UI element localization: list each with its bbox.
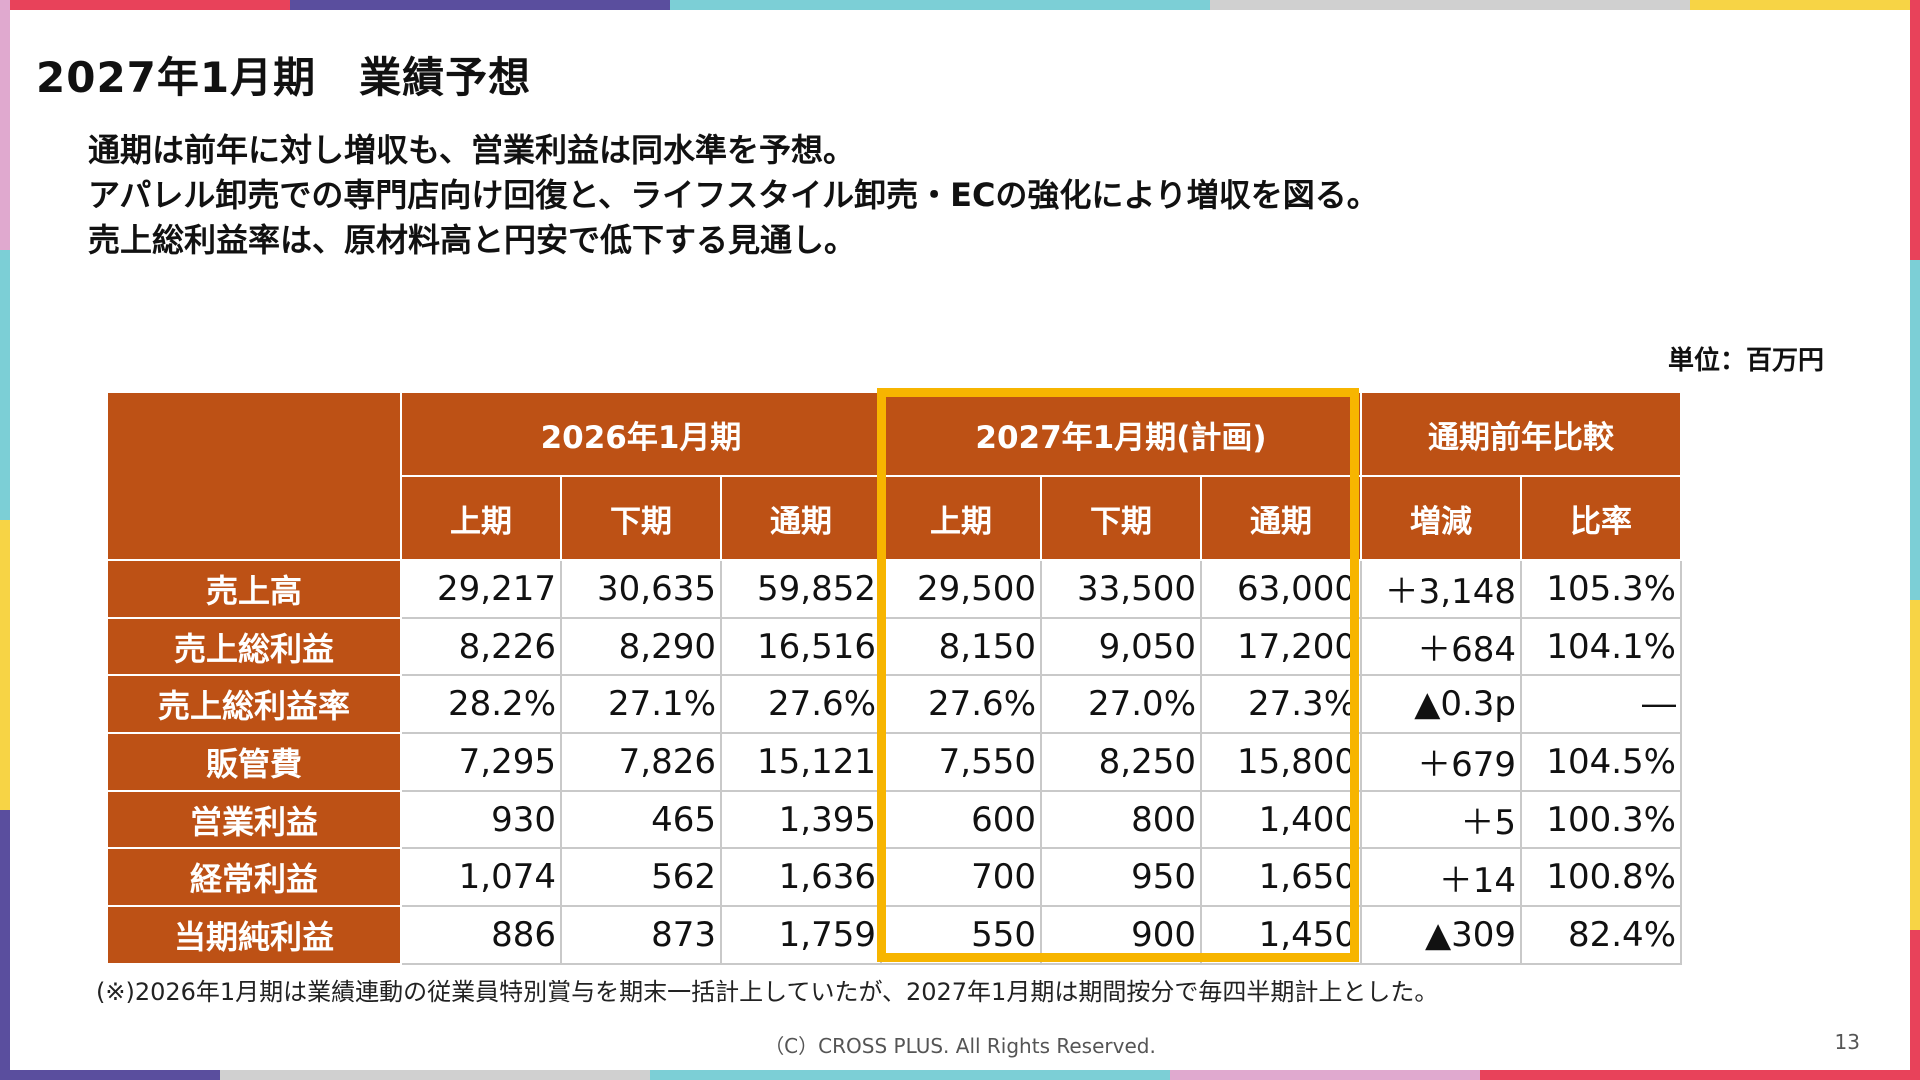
value-cell: 104.5%	[1520, 732, 1682, 792]
value-cell: 104.1%	[1520, 616, 1682, 677]
table-body: 売上高 29,217 30,635 59,852 29,500 33,500 63,000 ＋…	[106, 559, 1682, 965]
value-cell: 30,635	[560, 559, 722, 619]
value-cell: 700	[880, 847, 1042, 908]
value-cell: 9,050	[1040, 616, 1202, 677]
value-cell: ＋684	[1360, 616, 1522, 677]
table-corner-cell	[106, 391, 402, 561]
value-cell: 27.1%	[560, 674, 722, 735]
value-cell: 8,290	[560, 616, 722, 677]
row-label: 売上総利益率	[106, 674, 402, 735]
value-cell: 1,450	[1200, 905, 1362, 965]
value-cell: 900	[1040, 905, 1202, 965]
table-row: 売上総利益 8,226 8,290 16,516 8,150 9,050 17,200 ＋68…	[106, 616, 1682, 677]
value-cell: 1,650	[1200, 847, 1362, 908]
value-cell: 82.4%	[1520, 905, 1682, 965]
value-cell: ＋14	[1360, 847, 1522, 908]
value-cell: ＋3,148	[1360, 559, 1522, 619]
value-cell: 465	[560, 789, 722, 850]
table-row: 売上高 29,217 30,635 59,852 29,500 33,500 63,000 ＋…	[106, 559, 1682, 619]
value-cell: 1,759	[720, 905, 882, 965]
summary-line: 売上総利益率は、原材料高と円安で低下する見通し。	[88, 221, 857, 259]
value-cell: 7,550	[880, 732, 1042, 792]
value-cell: 8,250	[1040, 732, 1202, 792]
row-label: 当期純利益	[106, 905, 402, 965]
group-header-yoy: 通期前年比較	[1360, 391, 1682, 477]
value-cell: 27.3%	[1200, 674, 1362, 735]
row-label: 経常利益	[106, 847, 402, 908]
value-cell: 28.2%	[400, 674, 562, 735]
value-cell: 930	[400, 789, 562, 850]
page-number: 13	[1834, 1030, 1860, 1054]
summary-text: 通期は前年に対し増収も、営業利益は同水準を予想。 アパレル卸売での専門店向け回復…	[88, 128, 1788, 263]
value-cell: 1,400	[1200, 789, 1362, 850]
subheader-cell: 通期	[720, 475, 882, 561]
value-cell: 800	[1040, 789, 1202, 850]
value-cell: 886	[400, 905, 562, 965]
row-label: 販管費	[106, 732, 402, 792]
page-title: 2027年1月期 業績予想	[36, 53, 532, 102]
row-label: 売上総利益	[106, 616, 402, 677]
row-label: 売上高	[106, 559, 402, 619]
value-cell: 100.3%	[1520, 789, 1682, 850]
subheader-cell: 上期	[880, 475, 1042, 561]
value-cell: 15,121	[720, 732, 882, 792]
value-cell: 1,395	[720, 789, 882, 850]
value-cell: ▲309	[1360, 905, 1522, 965]
value-cell: 8,226	[400, 616, 562, 677]
copyright: （C）CROSS PLUS. All Rights Reserved.	[764, 1034, 1156, 1058]
footnote: (※)2026年1月期は業績連動の従業員特別賞与を期末一括計上していたが、202…	[96, 978, 1439, 1006]
value-cell: 33,500	[1040, 559, 1202, 619]
value-cell: 7,826	[560, 732, 722, 792]
value-cell: 1,636	[720, 847, 882, 908]
forecast-table: 2026年1月期 2027年1月期(計画) 通期前年比較 上期 下期 通期 上期…	[106, 391, 1682, 965]
value-cell: 550	[880, 905, 1042, 965]
value-cell: ＋5	[1360, 789, 1522, 850]
value-cell: 873	[560, 905, 722, 965]
value-cell: 7,295	[400, 732, 562, 792]
table-row: 営業利益 930 465 1,395 600 800 1,400 ＋5 100.3%	[106, 789, 1682, 850]
value-cell: 29,500	[880, 559, 1042, 619]
table-header-row: 2026年1月期 2027年1月期(計画) 通期前年比較	[106, 391, 1682, 561]
row-label: 営業利益	[106, 789, 402, 850]
value-cell: 105.3%	[1520, 559, 1682, 619]
value-cell: 562	[560, 847, 722, 908]
value-cell: ―	[1520, 674, 1682, 735]
value-cell: 63,000	[1200, 559, 1362, 619]
value-cell: 100.8%	[1520, 847, 1682, 908]
value-cell: 27.6%	[880, 674, 1042, 735]
value-cell: ▲0.3p	[1360, 674, 1522, 735]
value-cell: 59,852	[720, 559, 882, 619]
value-cell: 15,800	[1200, 732, 1362, 792]
subheader-cell: 比率	[1520, 475, 1682, 561]
group-header-fy2027-plan: 2027年1月期(計画)	[880, 391, 1362, 477]
value-cell: 29,217	[400, 559, 562, 619]
table-row: 売上総利益率 28.2% 27.1% 27.6% 27.6% 27.0% 27.3% ▲0.3…	[106, 674, 1682, 735]
value-cell: 17,200	[1200, 616, 1362, 677]
summary-line: アパレル卸売での専門店向け回復と、ライフスタイル卸売・ECの強化により増収を図る…	[88, 176, 1379, 214]
group-header-fy2026: 2026年1月期	[400, 391, 882, 477]
value-cell: ＋679	[1360, 732, 1522, 792]
subheader-cell: 上期	[400, 475, 562, 561]
table-row: 当期純利益 886 873 1,759 550 900 1,450 ▲309 82.4%	[106, 905, 1682, 965]
value-cell: 1,074	[400, 847, 562, 908]
unit-label: 単位：百万円	[1667, 346, 1824, 376]
table-row: 経常利益 1,074 562 1,636 700 950 1,650 ＋14 100.8%	[106, 847, 1682, 908]
value-cell: 600	[880, 789, 1042, 850]
value-cell: 27.0%	[1040, 674, 1202, 735]
value-cell: 8,150	[880, 616, 1042, 677]
value-cell: 27.6%	[720, 674, 882, 735]
table-subheader-row: 上期 下期 通期 上期 下期 通期 増減 比率	[107, 475, 1682, 561]
value-cell: 16,516	[720, 616, 882, 677]
value-cell: 950	[1040, 847, 1202, 908]
summary-line: 通期は前年に対し増収も、営業利益は同水準を予想。	[88, 131, 856, 169]
subheader-cell: 下期	[1040, 475, 1202, 561]
subheader-cell: 通期	[1200, 475, 1362, 561]
table-row: 販管費 7,295 7,826 15,121 7,550 8,250 15,800 ＋679 1…	[106, 732, 1682, 792]
subheader-cell: 下期	[560, 475, 722, 561]
subheader-cell: 増減	[1360, 475, 1522, 561]
